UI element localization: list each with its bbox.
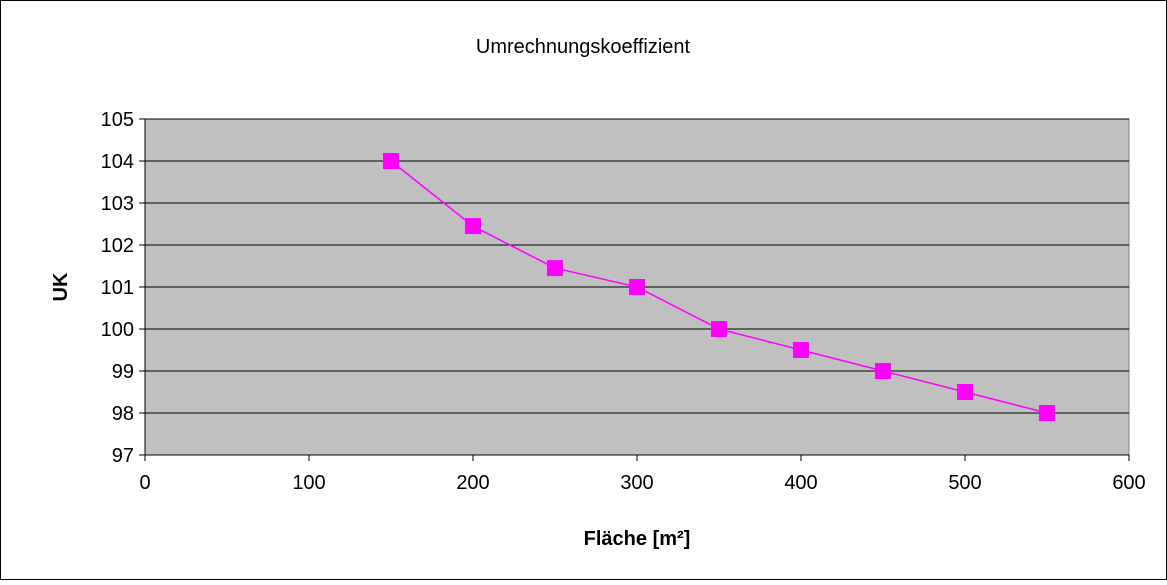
x-tick-label-600: 600 [1112, 472, 1145, 494]
y-tick-label-97: 97 [112, 445, 134, 467]
x-axis-label: Fläche [m²] [584, 528, 691, 550]
y-tick-label-103: 103 [101, 193, 134, 215]
x-tick-label-400: 400 [784, 472, 817, 494]
y-tick-label-101: 101 [101, 277, 134, 299]
x-tick-label-500: 500 [948, 472, 981, 494]
data-point-0-1 [465, 218, 481, 235]
data-point-0-5 [793, 342, 809, 358]
y-tick-label-100: 100 [101, 319, 134, 341]
chart-title: Umrechnungskoeffizient [476, 36, 691, 58]
data-point-0-2 [547, 260, 563, 277]
y-tick-label-99: 99 [112, 361, 134, 383]
y-tick-label-105: 105 [101, 109, 134, 131]
y-tick-label-102: 102 [101, 235, 134, 257]
series-layer [383, 153, 1055, 421]
x-tick-label-100: 100 [292, 472, 325, 494]
x-tick-label-0: 0 [139, 472, 150, 494]
data-point-0-3 [629, 279, 645, 295]
data-point-0-7 [957, 384, 973, 400]
y-tick-label-104: 104 [101, 151, 134, 173]
gridlines [145, 118, 1129, 414]
x-tick-label-200: 200 [456, 472, 489, 494]
data-point-0-4 [711, 321, 727, 337]
x-axis-ticks: 0 100 200 300 400 500 600 [139, 455, 1146, 494]
x-tick-label-300: 300 [620, 472, 653, 494]
y-tick-label-98: 98 [112, 403, 134, 425]
y-axis-label: UK [50, 272, 72, 301]
y-axis-ticks: 97 98 99 100 101 102 103 104 105 [101, 109, 145, 467]
data-point-0-6 [875, 363, 891, 379]
data-point-0-8 [1039, 405, 1055, 421]
data-point-0-0 [383, 153, 399, 169]
